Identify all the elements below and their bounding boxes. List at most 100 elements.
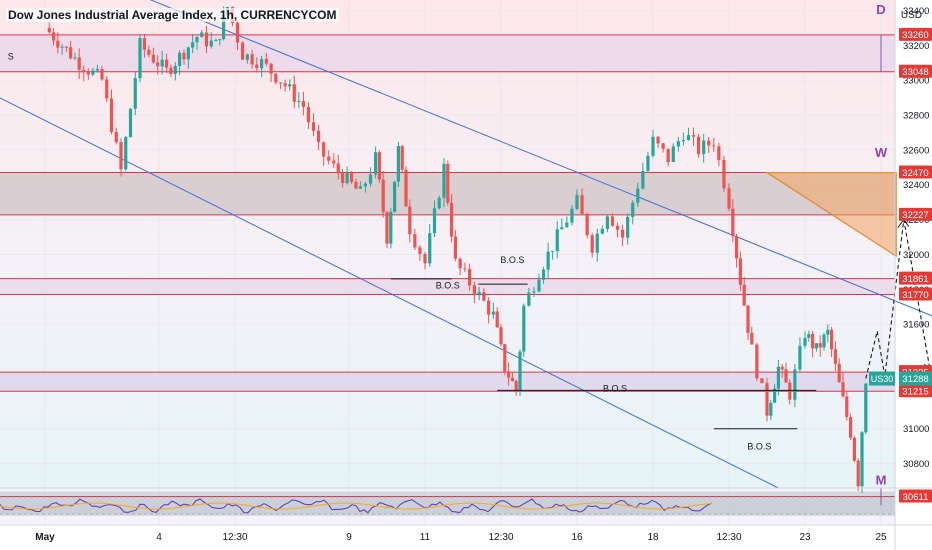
candle-body: [69, 47, 72, 58]
y-tick-label: 32400: [903, 180, 929, 191]
candle-body: [853, 438, 856, 461]
chart-title: Dow Jones Industrial Average Index, 1h, …: [6, 8, 339, 22]
timeframe-marker: D: [876, 2, 885, 17]
candle-body: [707, 141, 710, 146]
candle-body: [288, 84, 291, 86]
candle-body: [515, 381, 518, 391]
candle-body: [743, 285, 746, 306]
candle-body: [499, 327, 502, 344]
candle-body: [815, 343, 818, 348]
candle-body: [616, 226, 619, 230]
candle-body: [423, 254, 426, 263]
candle-body: [677, 141, 680, 146]
candle-body: [760, 378, 763, 383]
candle-body: [178, 53, 181, 66]
candle-body: [78, 57, 81, 69]
candle-body: [482, 292, 485, 301]
candle-body: [307, 107, 310, 122]
candle-body: [522, 306, 525, 352]
candle-body: [692, 135, 695, 137]
candle-body: [48, 28, 51, 33]
candle-body: [631, 203, 634, 217]
candle-body: [793, 369, 796, 399]
candle-body: [147, 50, 150, 55]
candle-body: [739, 258, 742, 284]
candle-body: [105, 79, 108, 98]
candle-body: [187, 47, 190, 59]
candle-body: [496, 311, 499, 327]
candle-body: [332, 161, 335, 164]
candle-body: [241, 43, 244, 60]
candle-body: [591, 235, 594, 252]
candle-body: [169, 68, 172, 74]
candle-body: [596, 234, 599, 253]
candle-body: [255, 65, 258, 69]
level-badge-text: 31861: [902, 274, 928, 285]
candle-body: [382, 180, 385, 213]
candle-body: [537, 280, 540, 292]
candle-body: [428, 233, 431, 263]
candle-body: [195, 37, 198, 42]
candle-body: [849, 417, 852, 438]
candle-body: [727, 188, 730, 208]
currency-label: USD: [901, 10, 922, 21]
candle-body: [364, 184, 367, 187]
bos-label: B.O.S: [603, 383, 627, 393]
candle-body: [682, 140, 685, 141]
candle-body: [722, 160, 725, 188]
candle-body: [134, 78, 137, 109]
y-tick-label: 32000: [903, 250, 929, 261]
candle-body: [87, 72, 90, 74]
supply-demand-zone: [0, 35, 895, 72]
candle-body: [312, 122, 315, 131]
candle-body: [246, 54, 249, 59]
candle-body: [473, 285, 476, 295]
level-badge-text: 32470: [902, 168, 928, 179]
candle-body: [641, 171, 644, 189]
candle-body: [507, 372, 510, 378]
x-tick-label: 12:30: [222, 532, 247, 543]
candle-body: [341, 173, 344, 184]
candle-body: [746, 305, 749, 332]
candle-body: [750, 333, 753, 345]
level-badge-text: 30611: [903, 492, 929, 503]
candle-body: [91, 71, 94, 75]
candle-body: [784, 369, 787, 382]
candle-body: [65, 47, 68, 48]
candle-body: [143, 38, 146, 50]
candle-body: [656, 137, 659, 144]
candle-body: [322, 142, 325, 156]
candle-body: [293, 84, 296, 102]
candle-body: [487, 301, 490, 315]
candle-body: [408, 207, 411, 235]
candle-body: [327, 157, 330, 161]
candle-body: [459, 259, 462, 269]
candle-body: [838, 364, 841, 382]
x-tick-label: 25: [875, 532, 887, 543]
candle-body: [777, 367, 780, 389]
candle-body: [492, 311, 495, 314]
candle-body: [274, 74, 277, 83]
candle-body: [454, 237, 457, 259]
y-tick-label: 30800: [903, 459, 929, 470]
candle-body: [152, 55, 155, 63]
plot-background: [0, 0, 895, 488]
candle-body: [672, 146, 675, 162]
bos-label: B.O.S: [436, 280, 460, 290]
candle-body: [811, 334, 814, 348]
candle-body: [279, 82, 282, 83]
candle-body: [667, 149, 670, 162]
x-tick-label: 16: [571, 532, 583, 543]
candle-body: [115, 132, 118, 142]
candle-body: [284, 83, 287, 86]
candle-body: [385, 212, 388, 243]
level-badge-text: 32227: [902, 210, 928, 221]
candle-body: [511, 378, 514, 381]
candle-body: [401, 146, 404, 170]
candle-body: [446, 164, 449, 203]
candle-body: [374, 152, 377, 174]
candle-body: [236, 23, 239, 43]
candle-body: [433, 208, 436, 233]
